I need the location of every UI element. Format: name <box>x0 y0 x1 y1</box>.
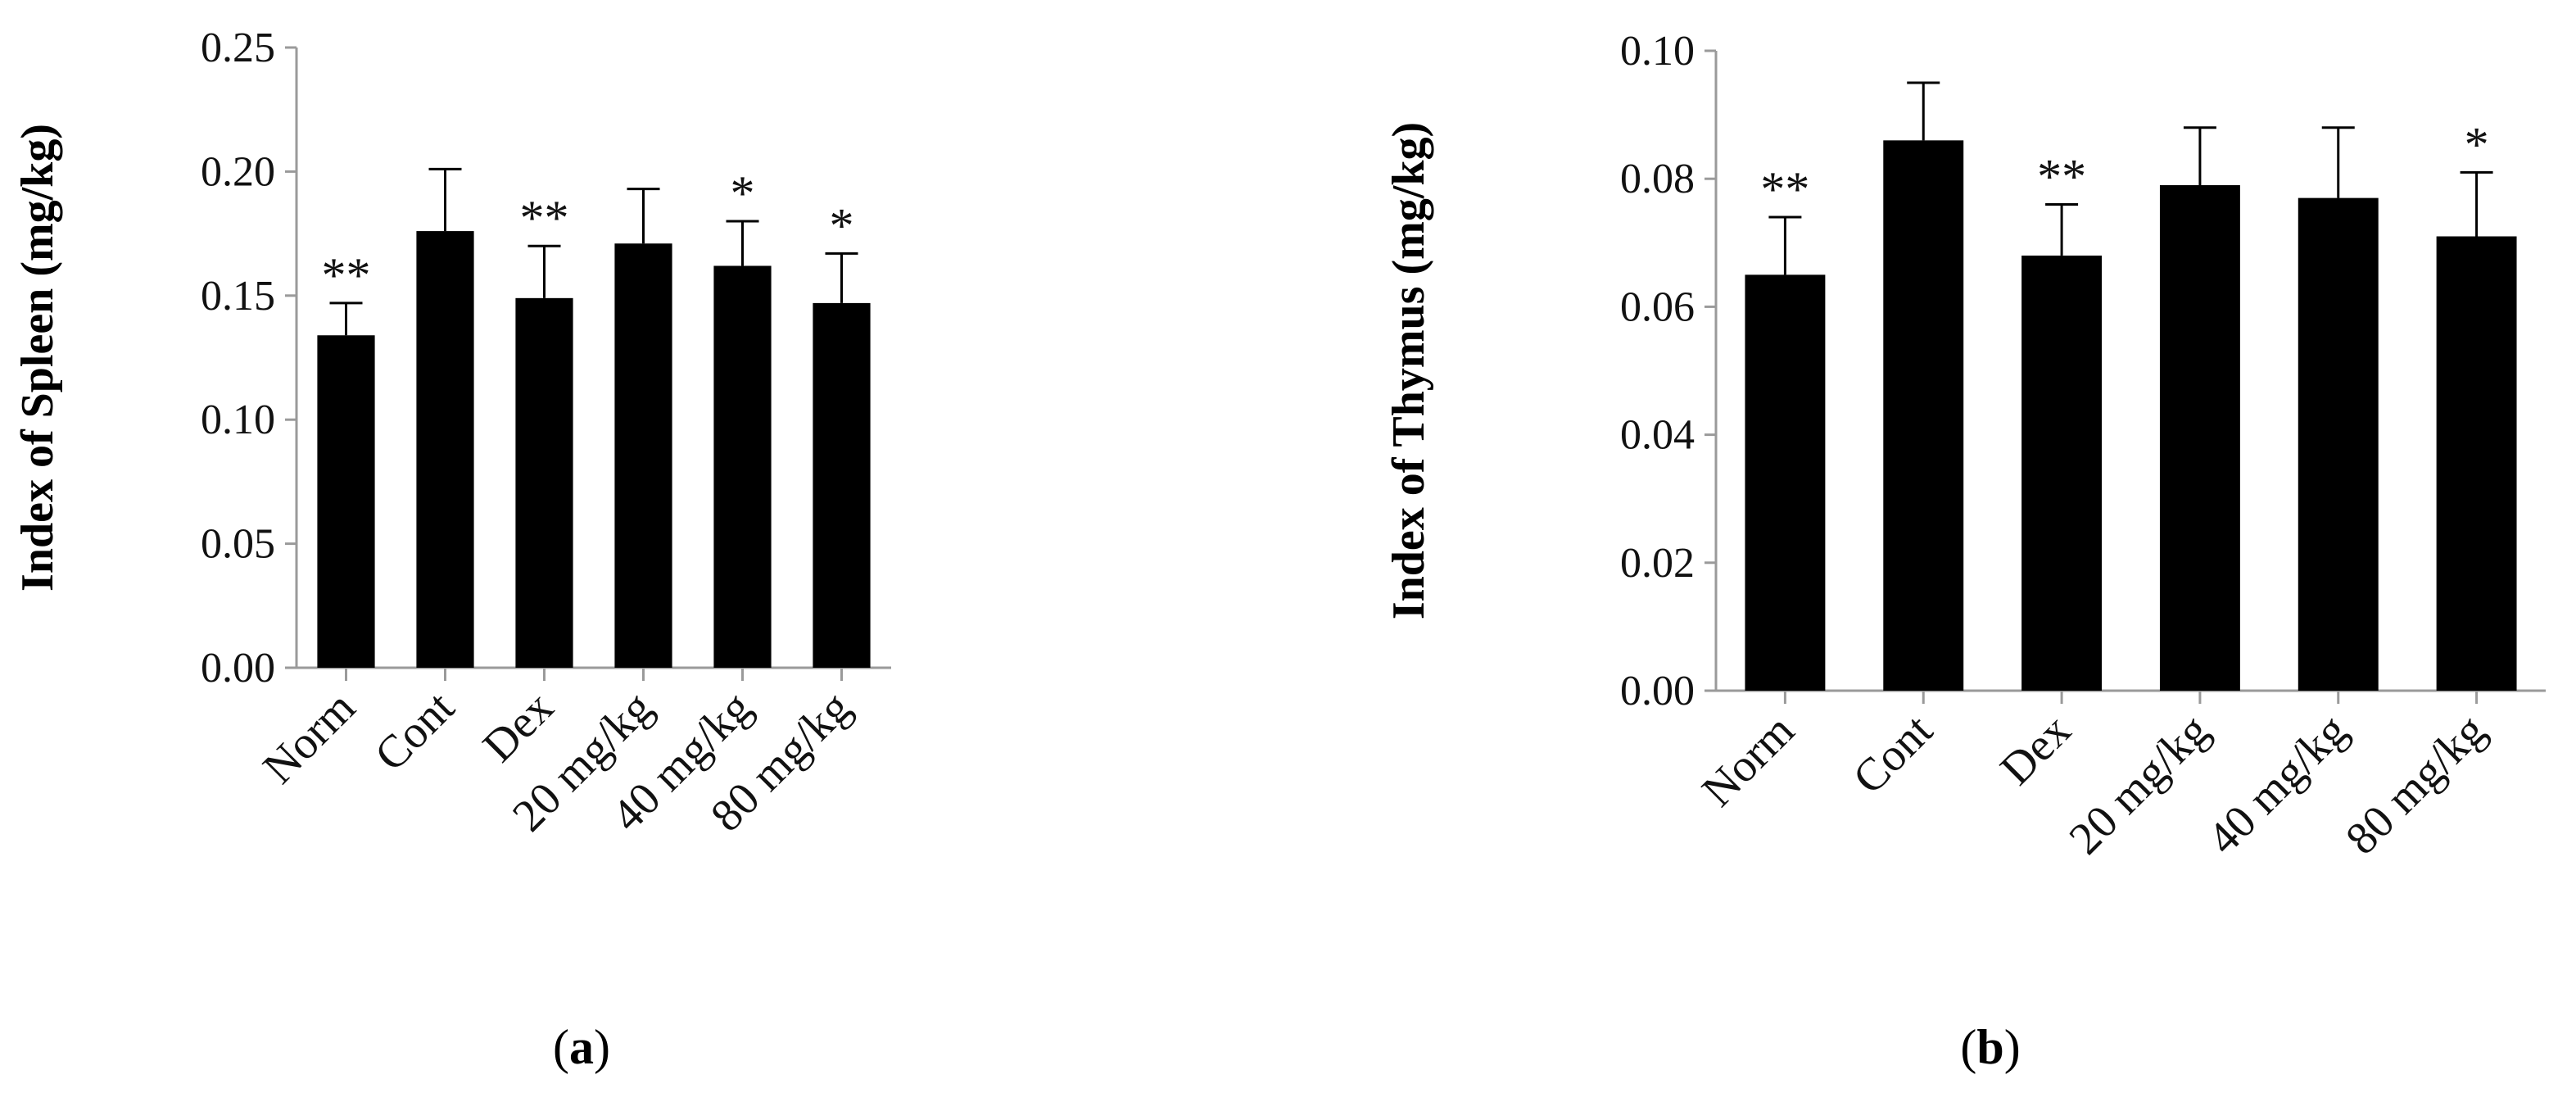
category-label: Norm <box>253 682 364 793</box>
bar <box>713 265 772 668</box>
bar <box>2298 197 2379 691</box>
category-label: 40 mg/kg <box>2198 705 2357 864</box>
significance-marker: ** <box>1760 162 1809 216</box>
y-tick-label: 0.00 <box>1620 668 1695 714</box>
bar <box>1745 274 1826 691</box>
y-axis-title: Index of Spleen (mg/kg) <box>12 124 63 592</box>
y-tick-label: 0.10 <box>1620 28 1695 75</box>
y-tick-label: 0.05 <box>201 521 275 568</box>
y-tick-label: 0.08 <box>1620 156 1695 202</box>
y-tick-label: 0.06 <box>1620 283 1695 330</box>
category-label: Cont <box>365 682 464 781</box>
y-tick-label: 0.02 <box>1620 540 1695 587</box>
y-tick-label: 0.15 <box>201 273 275 320</box>
bar <box>2159 185 2240 691</box>
y-tick-label: 0.10 <box>201 397 275 443</box>
panel-letter: b <box>1976 1020 2003 1074</box>
bar <box>614 243 672 668</box>
category-label: 20 mg/kg <box>2060 705 2220 864</box>
significance-marker: ** <box>322 248 371 302</box>
significance-marker: * <box>731 166 755 220</box>
bar <box>2021 255 2103 691</box>
bar <box>813 302 871 668</box>
y-axis-title: Index of Thymus (mg/kg) <box>1383 122 1434 619</box>
panel-letter: a <box>569 1020 594 1074</box>
category-label: Dex <box>1990 705 2080 795</box>
significance-marker: ** <box>520 191 569 245</box>
significance-marker: * <box>2465 117 2489 171</box>
y-tick-label: 0.04 <box>1620 412 1695 459</box>
chart-spleen-index: 0.000.050.100.150.200.25**Norm Cont**Dex2… <box>12 25 891 1074</box>
bar <box>317 335 375 668</box>
y-tick-label: 0.25 <box>201 25 275 71</box>
y-tick-label: 0.20 <box>201 148 275 195</box>
category-label: Cont <box>1844 705 1943 804</box>
bar <box>515 297 573 668</box>
chart-thymus-index: 0.00 0.02 0.04 0.06 0.08 0.10 ** Norm Cont ** Dex2… <box>1383 28 2546 1074</box>
bar <box>1883 140 1964 692</box>
significance-marker: ** <box>2037 149 2086 203</box>
bar <box>416 231 474 668</box>
category-label: 80 mg/kg <box>2336 705 2496 864</box>
panel-label: (b) <box>1960 1020 2020 1074</box>
category-label: Norm <box>1692 705 1804 816</box>
y-tick-label: 0.00 <box>201 645 275 692</box>
panel-label: (a) <box>553 1020 610 1074</box>
bar <box>2436 236 2517 691</box>
significance-marker: * <box>830 198 854 252</box>
